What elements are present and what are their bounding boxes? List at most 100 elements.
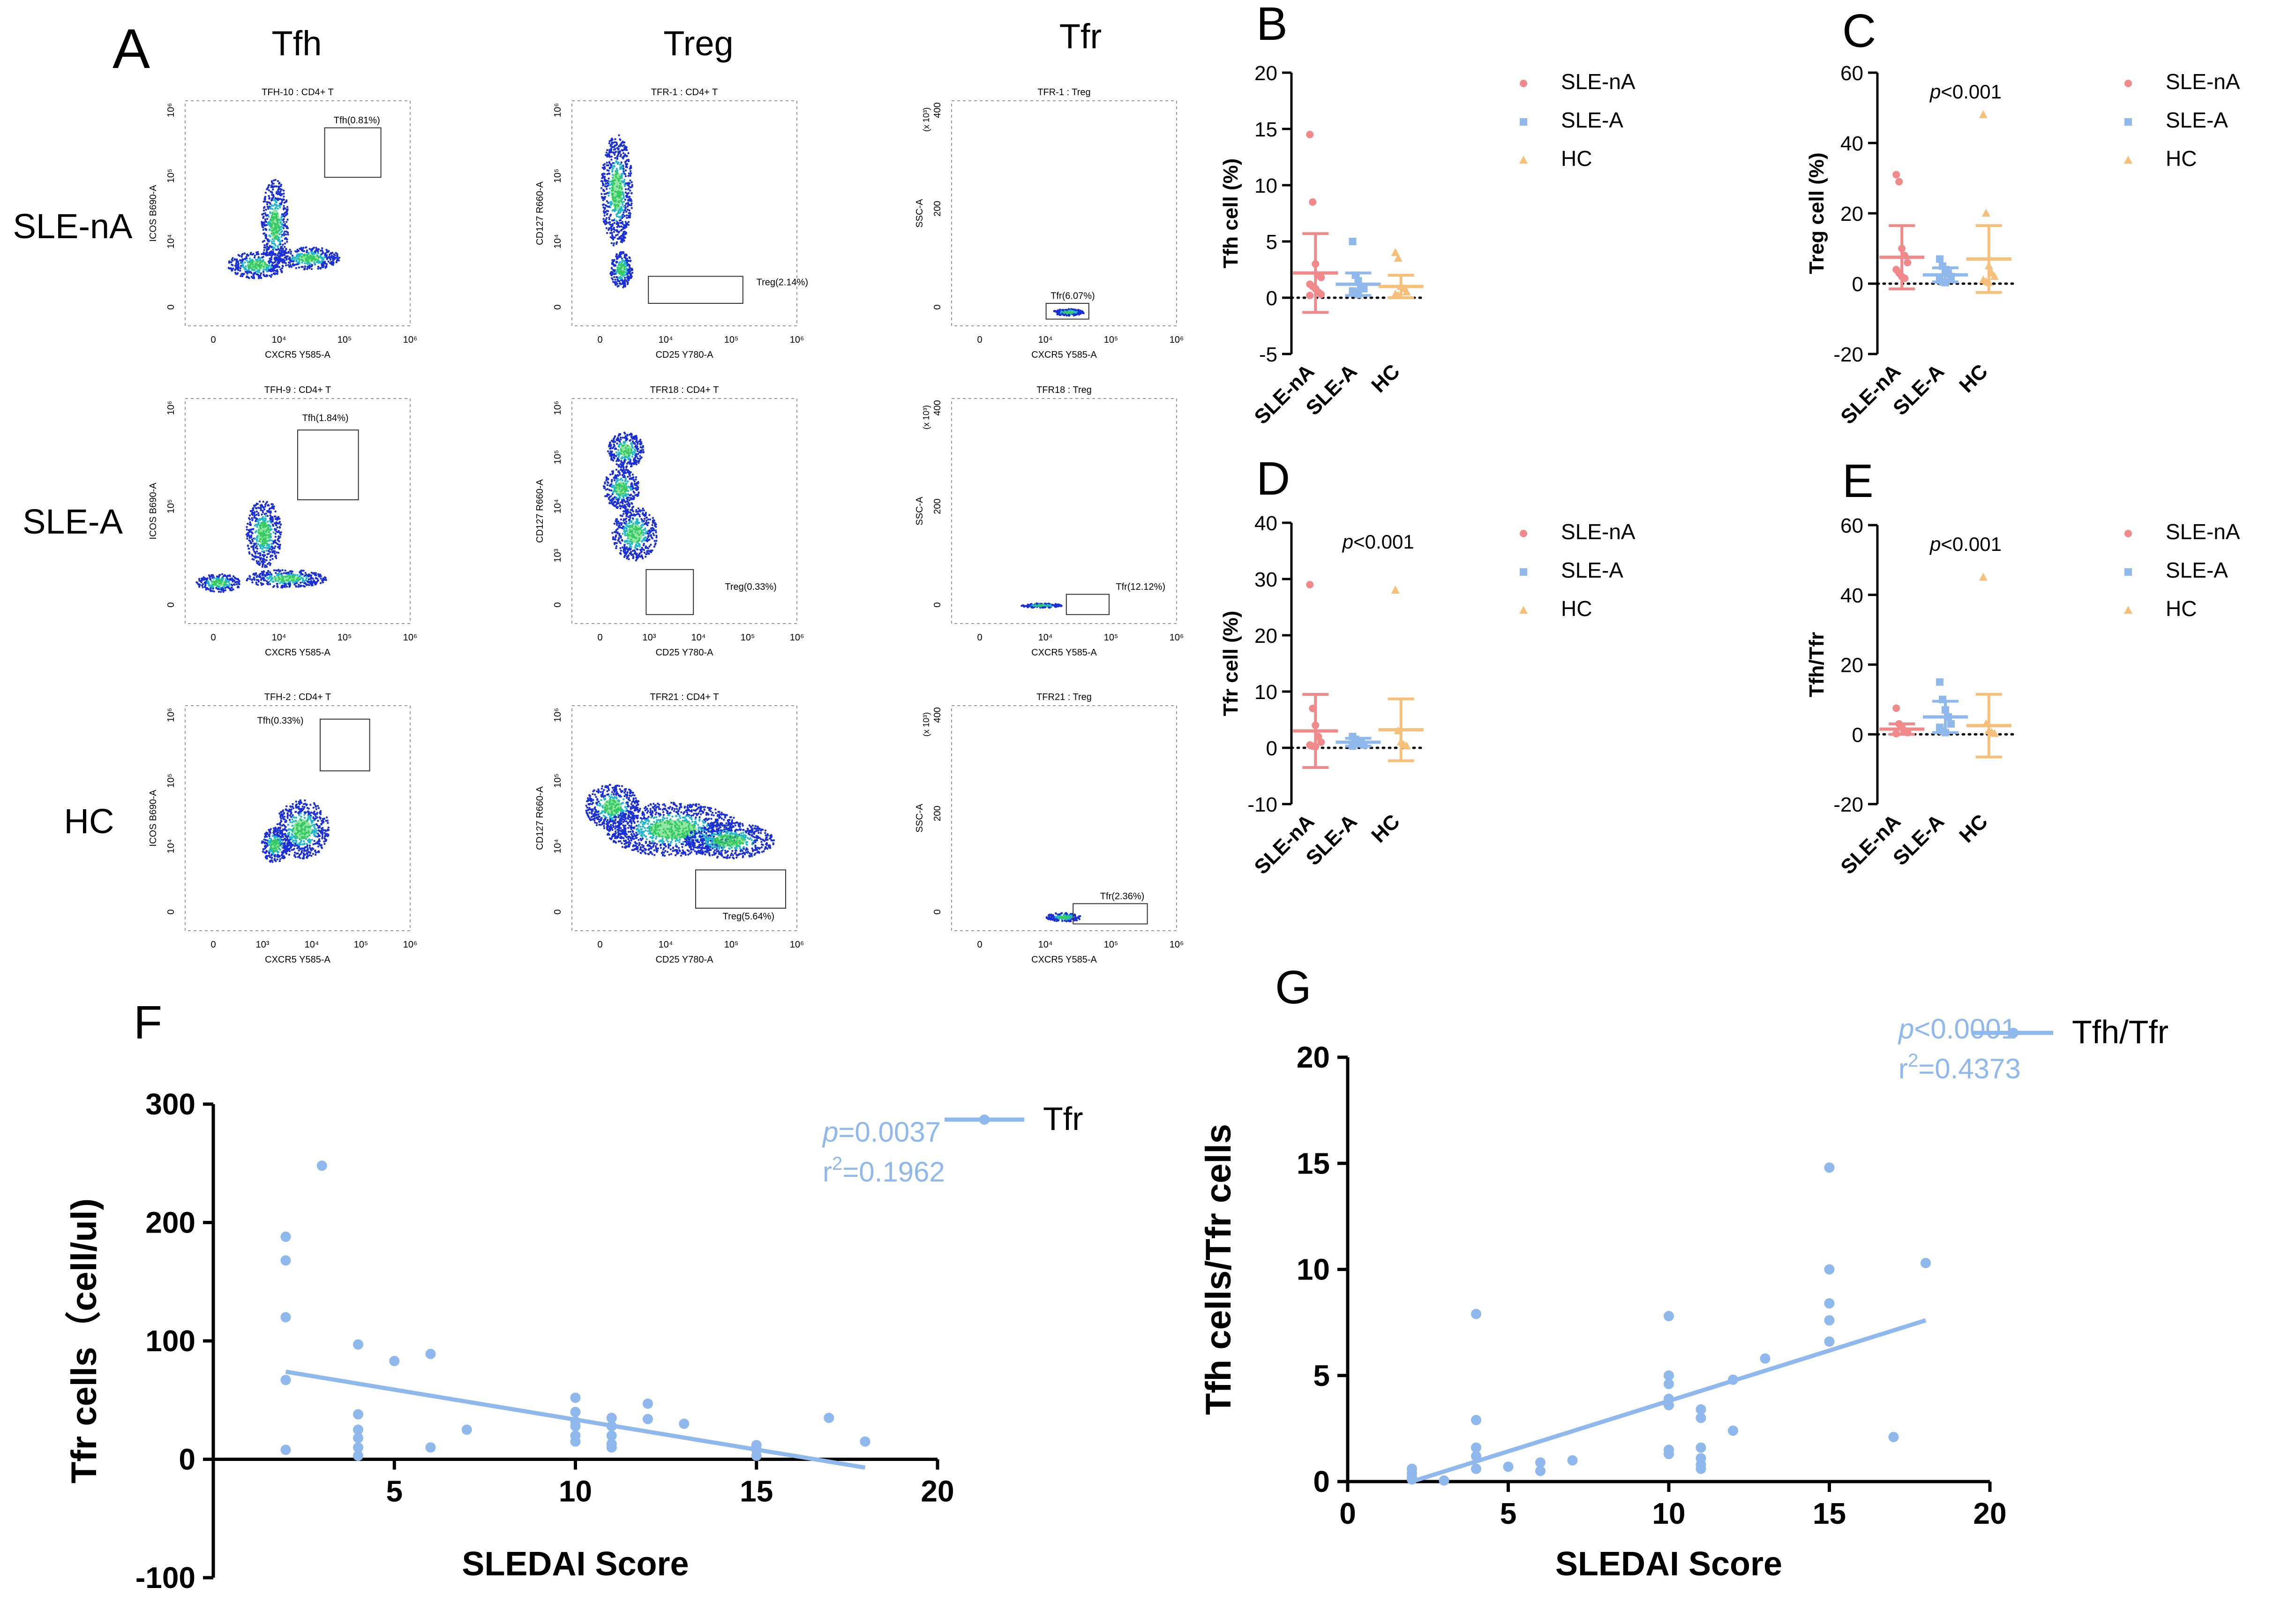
cell-dot xyxy=(284,260,286,262)
cell-dot xyxy=(633,438,636,440)
gate-box[interactable] xyxy=(297,429,359,501)
cell-dot xyxy=(295,816,298,819)
cell-dot xyxy=(603,214,606,217)
cell-dot xyxy=(270,252,272,255)
cell-dot xyxy=(636,485,639,488)
cell-dot xyxy=(278,204,280,207)
cell-dot xyxy=(626,542,629,545)
cell-dot xyxy=(615,160,617,162)
cell-dot xyxy=(643,518,646,520)
cell-dot xyxy=(618,524,621,527)
cell-dot xyxy=(285,248,287,250)
cell-dot xyxy=(285,829,288,832)
cell-dot xyxy=(217,577,219,580)
cell-dot xyxy=(288,586,291,588)
cell-dot xyxy=(229,578,232,580)
cell-dot xyxy=(279,198,282,200)
cell-dot xyxy=(614,496,616,499)
cell-dot xyxy=(271,546,274,549)
cell-dot xyxy=(632,505,635,508)
cell-dot xyxy=(610,489,613,492)
cell-dot xyxy=(270,186,272,188)
cell-dot xyxy=(621,174,623,176)
cell-dot xyxy=(249,576,251,578)
cell-dot xyxy=(267,504,269,507)
cell-dot xyxy=(622,525,624,528)
cell-dot xyxy=(280,817,282,820)
cell-dot xyxy=(296,847,299,850)
cell-dot xyxy=(621,228,623,231)
cell-dot xyxy=(336,253,338,255)
cell-dot xyxy=(655,526,657,528)
gate-box[interactable] xyxy=(648,276,743,304)
cell-dot xyxy=(248,528,251,531)
gate-box[interactable] xyxy=(645,569,694,615)
cell-dot xyxy=(306,268,308,270)
cell-dot xyxy=(608,142,611,144)
cell-dot xyxy=(302,570,305,572)
cell-dot xyxy=(630,433,633,436)
cell-dot xyxy=(610,267,613,270)
cell-dot xyxy=(253,269,255,271)
cell-dot xyxy=(272,182,275,185)
cell-dot xyxy=(251,528,254,530)
cell-dot xyxy=(253,256,256,259)
cell-dot xyxy=(256,548,259,550)
cell-dot xyxy=(240,264,242,267)
cell-dot xyxy=(608,177,610,180)
cell-dot xyxy=(271,523,274,526)
cell-dot xyxy=(263,551,265,554)
cell-dot xyxy=(619,150,621,152)
cell-dot xyxy=(630,513,633,515)
cell-dot xyxy=(631,271,634,274)
cell-dot xyxy=(270,536,272,539)
cell-dot xyxy=(283,215,286,218)
cell-dot xyxy=(601,180,603,182)
cell-dot xyxy=(643,520,645,522)
cell-dot xyxy=(603,179,606,182)
cell-dot xyxy=(648,545,651,548)
gate-box[interactable] xyxy=(1065,594,1110,615)
cell-dot xyxy=(638,544,641,547)
cell-dot xyxy=(281,585,284,587)
cell-dot xyxy=(608,188,611,190)
cell-dot xyxy=(603,208,606,211)
cell-dot xyxy=(609,496,611,498)
cell-dot xyxy=(621,279,623,282)
cell-dot xyxy=(283,202,285,204)
cell-dot xyxy=(298,584,300,586)
cell-dot xyxy=(619,155,622,158)
cell-dot xyxy=(617,449,619,452)
cell-dot xyxy=(256,562,259,564)
cell-dot xyxy=(284,242,286,245)
cell-dot xyxy=(331,261,334,263)
cell-dot xyxy=(629,174,631,177)
cell-dot xyxy=(616,256,618,258)
cell-dot xyxy=(654,523,656,525)
cell-dot xyxy=(616,223,619,225)
cell-dot xyxy=(1051,603,1054,606)
cell-dot xyxy=(271,263,273,266)
cell-dot xyxy=(603,175,606,178)
cell-dot xyxy=(313,831,315,834)
cell-dot xyxy=(229,575,231,578)
cell-dot xyxy=(267,267,270,270)
cell-dot xyxy=(310,579,313,582)
cell-dot xyxy=(274,535,277,538)
cell-dot xyxy=(286,218,289,221)
cell-dot xyxy=(636,450,639,452)
cell-dot xyxy=(288,833,290,835)
cell-dot xyxy=(629,514,631,517)
gate-box[interactable] xyxy=(324,127,382,178)
cell-dot xyxy=(287,233,289,236)
cell-dot xyxy=(621,156,624,158)
cell-dot xyxy=(613,501,615,503)
cell-dot xyxy=(622,501,624,504)
cell-dot xyxy=(616,453,619,456)
cell-dot xyxy=(288,853,291,856)
cell-dot xyxy=(269,559,271,561)
cell-dot xyxy=(314,251,317,253)
cell-dot xyxy=(323,840,325,843)
cell-dot xyxy=(611,278,614,281)
cell-dot xyxy=(300,253,303,255)
